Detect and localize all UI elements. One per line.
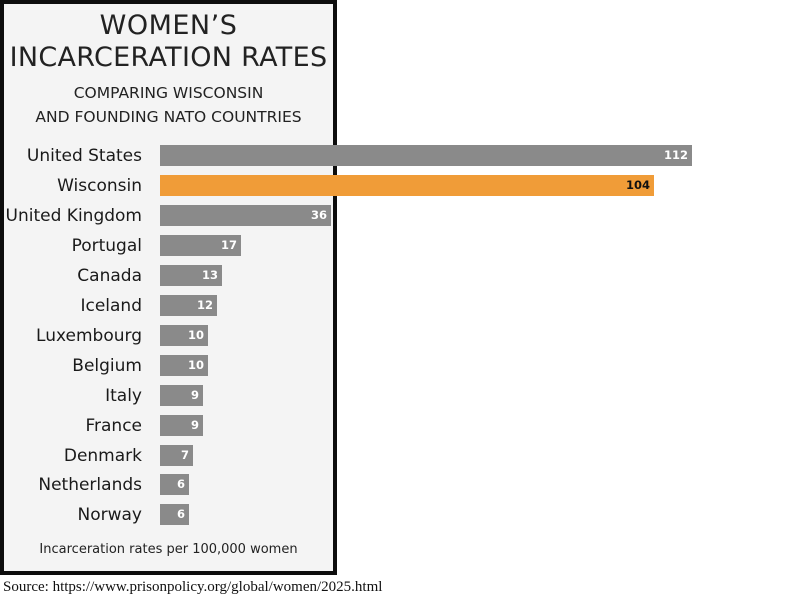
value-label: 12	[196, 297, 213, 312]
category-label: Canada	[77, 265, 142, 286]
value-label: 13	[201, 267, 218, 282]
bar: 10	[160, 354, 208, 376]
bar: 36	[160, 204, 331, 226]
category-label: Norway	[77, 505, 143, 526]
bar: 7	[160, 444, 193, 466]
chart-subtitle-line2: AND FOUNDING NATO COUNTRIES	[35, 108, 302, 126]
bar: 6	[160, 504, 189, 526]
bar: 9	[160, 384, 203, 406]
bar: 9	[160, 414, 203, 436]
value-label: 104	[625, 177, 650, 192]
category-label: Portugal	[71, 235, 142, 256]
chart-subtitle-line1: COMPARING WISCONSIN	[73, 84, 264, 102]
value-label: 17	[220, 237, 237, 252]
category-label: United Kingdom	[5, 205, 142, 226]
category-label: Denmark	[63, 445, 142, 466]
value-label: 10	[187, 327, 204, 342]
bar: 13	[160, 264, 222, 286]
bar: 6	[160, 474, 189, 496]
value-label: 6	[176, 477, 185, 492]
value-label: 36	[310, 207, 327, 222]
bar: 17	[160, 234, 241, 256]
bar: 10	[160, 324, 208, 346]
category-label: Iceland	[80, 295, 142, 316]
category-label: United States	[26, 146, 142, 166]
category-label: Italy	[105, 385, 142, 406]
category-label: Netherlands	[38, 475, 142, 496]
axis-label: Incarceration rates per 100,000 women	[39, 542, 298, 557]
value-label: 112	[663, 148, 688, 162]
category-label: France	[85, 415, 142, 436]
category-label: Luxembourg	[36, 325, 142, 346]
value-label: 10	[187, 357, 204, 372]
value-label: 6	[176, 507, 185, 522]
bar: 112	[160, 145, 692, 166]
source-citation: Source: https://www.prisonpolicy.org/glo…	[3, 579, 383, 595]
value-label: 9	[190, 417, 199, 432]
category-label: Wisconsin	[57, 175, 142, 196]
bar: 12	[160, 294, 217, 316]
highlight-bar: 104	[160, 174, 654, 196]
chart-title-line1: WOMEN’S	[99, 10, 238, 41]
value-label: 9	[190, 387, 199, 402]
chart-title-line2: INCARCERATION RATES	[9, 42, 328, 73]
category-label: Belgium	[72, 355, 142, 376]
value-label: 7	[180, 447, 189, 462]
